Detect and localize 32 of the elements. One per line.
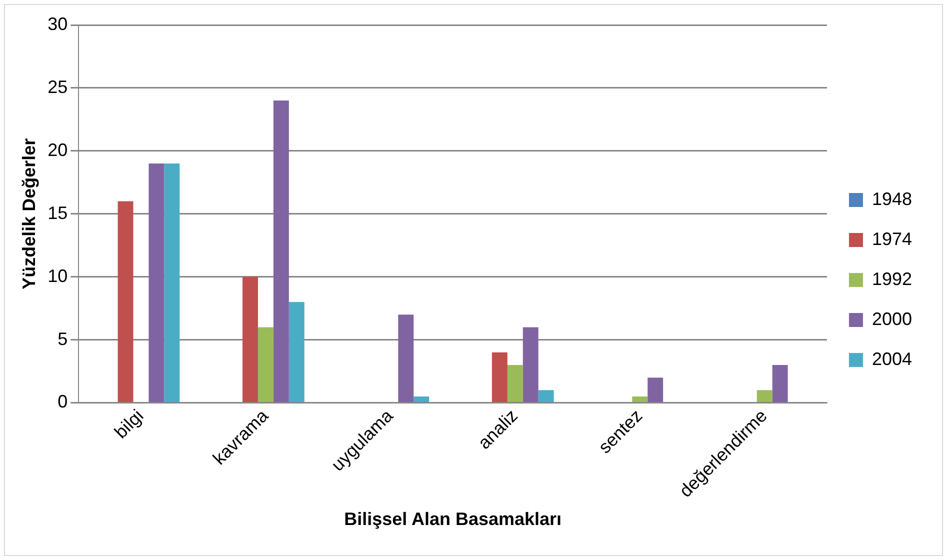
- y-tick-label: 5: [58, 328, 68, 349]
- bar: [288, 302, 304, 402]
- bar: [648, 378, 664, 402]
- y-axis-title: Yüzdelik Değerler: [18, 138, 39, 290]
- legend-label: 2000: [872, 308, 912, 329]
- x-axis-title: Bilişsel Alan Basamakları: [344, 509, 562, 530]
- x-tick-label: bilgi: [110, 406, 148, 442]
- bar: [414, 396, 430, 402]
- y-tick-label: 20: [48, 140, 68, 160]
- legend-label: 1974: [872, 228, 912, 249]
- bar: [118, 201, 134, 402]
- bar: [522, 327, 538, 402]
- y-tick-label: 15: [48, 202, 68, 223]
- legend-label: 1948: [872, 188, 912, 209]
- bar: [632, 396, 648, 402]
- y-tick-label: 25: [48, 76, 68, 97]
- bar: [273, 100, 289, 402]
- bar: [242, 276, 258, 402]
- bar: [492, 352, 508, 402]
- bar: [507, 364, 523, 402]
- bar: [538, 390, 554, 402]
- y-tick-label: 30: [48, 14, 68, 34]
- bar: [756, 390, 772, 402]
- bar: [772, 364, 788, 402]
- legend-label: 2004: [872, 348, 912, 369]
- bar: [148, 164, 164, 402]
- bar: [258, 327, 274, 402]
- bar: [398, 314, 414, 402]
- legend-label: 1992: [872, 268, 912, 289]
- y-tick-label: 10: [48, 266, 68, 286]
- y-tick-label: 0: [58, 392, 68, 412]
- bar: [164, 164, 180, 402]
